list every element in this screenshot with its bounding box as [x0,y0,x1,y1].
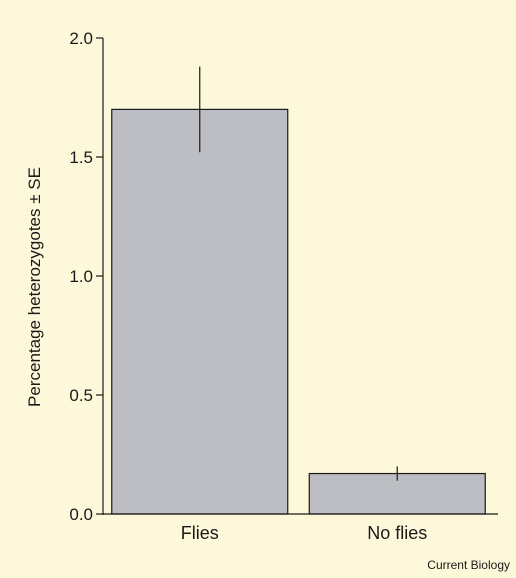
bar-flies [111,108,289,515]
x-axis: Flies No flies [103,513,498,543]
y-tick-label: 0.0 [69,505,93,524]
x-tick-label: No flies [367,523,427,543]
y-axis: 0.0 0.5 1.0 1.5 2.0 [69,29,104,524]
y-tick-label: 1.0 [69,267,93,286]
credit-label: Current Biology [427,558,510,572]
y-axis-title: Percentage heterozygotes ± SE [25,167,44,407]
bars-group [111,66,486,515]
y-tick-label: 2.0 [69,29,93,48]
y-tick-label: 1.5 [69,148,93,167]
x-tick-label: Flies [181,523,219,543]
y-tick-label: 0.5 [69,386,93,405]
